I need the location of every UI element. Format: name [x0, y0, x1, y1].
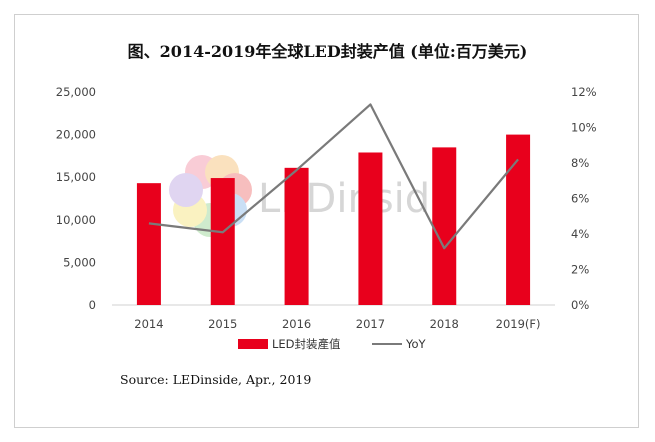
chart-frame — [14, 14, 639, 428]
x-tick-label: 2015 — [208, 317, 237, 331]
y-left-tick-label: 5,000 — [63, 255, 96, 269]
y-right-tick-label: 0% — [571, 298, 589, 312]
y-left-tick-label: 10,000 — [56, 213, 96, 227]
bar — [432, 147, 457, 305]
y-right-tick-label: 12% — [571, 85, 597, 99]
bar — [136, 183, 161, 305]
x-tick-label: 2019(F) — [496, 317, 541, 331]
legend-line-label: YoY — [405, 337, 427, 351]
ledinside-logo-icon — [169, 155, 252, 237]
x-tick-label: 2016 — [282, 317, 311, 331]
y-right-tick-label: 4% — [571, 227, 589, 241]
bar — [210, 178, 235, 305]
yoy-line — [148, 103, 519, 250]
bar — [506, 134, 531, 305]
x-tick-label: 2018 — [430, 317, 459, 331]
legend-bar-label: LED封装產值 — [272, 337, 341, 351]
y-left-tick-label: 25,000 — [56, 85, 96, 99]
y-left-tick-label: 0 — [89, 298, 96, 312]
legend-bar-swatch — [238, 339, 268, 349]
chart-source: Source: LEDinside, Apr., 2019 — [120, 372, 312, 387]
chart-title: 图、2014-2019年全球LED封装产值 (单位:百万美元) — [127, 42, 528, 61]
y-right-tick-label: 10% — [571, 121, 597, 135]
y-right-tick-label: 6% — [571, 192, 589, 206]
x-tick-label: 2017 — [356, 317, 385, 331]
y-left-tick-label: 20,000 — [56, 128, 96, 142]
bar — [284, 167, 309, 305]
bar — [358, 152, 383, 305]
y-left-tick-label: 15,000 — [56, 170, 96, 184]
y-right-tick-label: 2% — [571, 263, 589, 277]
y-right-tick-label: 8% — [571, 156, 589, 170]
x-tick-label: 2014 — [134, 317, 163, 331]
